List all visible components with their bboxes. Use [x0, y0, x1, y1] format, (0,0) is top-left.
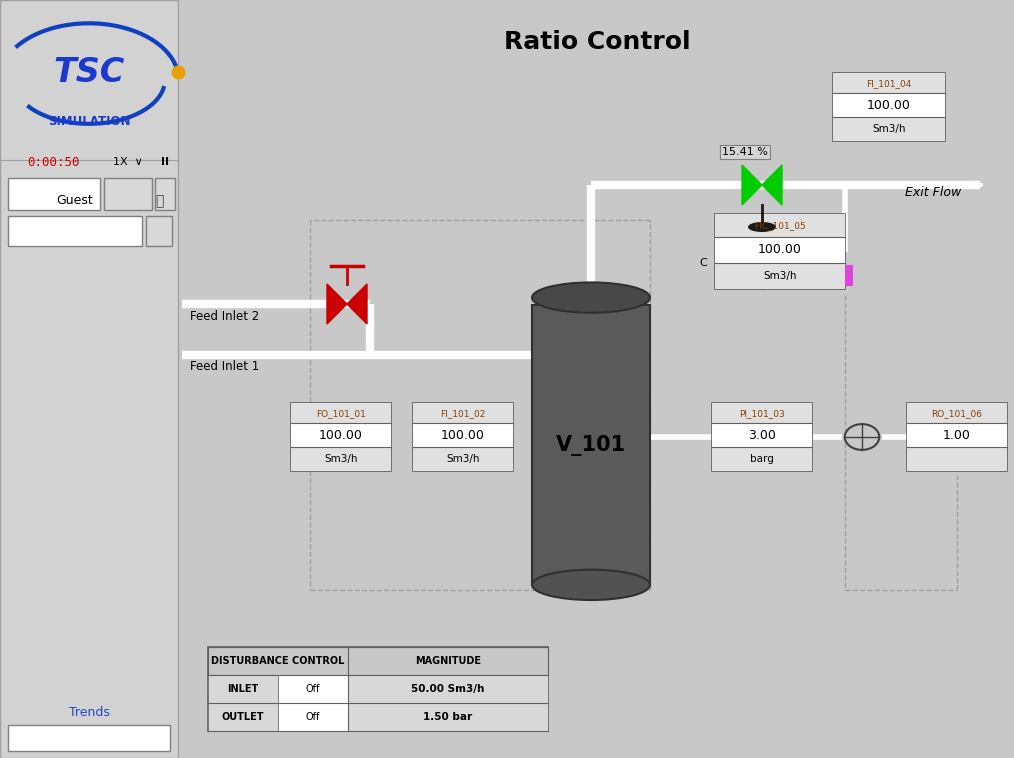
- FancyBboxPatch shape: [907, 447, 1007, 471]
- Ellipse shape: [748, 222, 776, 232]
- Text: Feed Inlet 2: Feed Inlet 2: [190, 310, 260, 323]
- FancyBboxPatch shape: [907, 403, 1007, 471]
- Text: Trends: Trends: [69, 706, 110, 719]
- Polygon shape: [742, 165, 762, 205]
- FancyBboxPatch shape: [845, 265, 853, 287]
- FancyBboxPatch shape: [413, 447, 513, 471]
- Text: OUTLET: OUTLET: [222, 712, 265, 722]
- FancyBboxPatch shape: [348, 675, 548, 703]
- Ellipse shape: [532, 283, 650, 313]
- FancyBboxPatch shape: [532, 305, 650, 585]
- Text: Guest: Guest: [57, 195, 93, 208]
- FancyBboxPatch shape: [8, 178, 100, 210]
- Text: 3.00: 3.00: [748, 429, 776, 442]
- FancyBboxPatch shape: [413, 403, 513, 471]
- FancyBboxPatch shape: [8, 725, 170, 751]
- Text: II: II: [161, 157, 169, 167]
- Text: DISTURBANCE CONTROL: DISTURBANCE CONTROL: [211, 656, 345, 666]
- Text: 0:00:50: 0:00:50: [27, 155, 80, 168]
- Text: 1.50 bar: 1.50 bar: [424, 712, 473, 722]
- Text: Sm3/h: Sm3/h: [764, 271, 797, 281]
- FancyBboxPatch shape: [155, 178, 175, 210]
- FancyBboxPatch shape: [278, 675, 348, 703]
- Text: 100.00: 100.00: [758, 243, 802, 256]
- Text: 100.00: 100.00: [319, 429, 363, 442]
- Text: SIMULATION: SIMULATION: [48, 115, 130, 128]
- FancyBboxPatch shape: [907, 403, 1007, 424]
- Text: C: C: [699, 258, 707, 268]
- Text: 100.00: 100.00: [441, 429, 485, 442]
- Text: 1X  ∨: 1X ∨: [114, 157, 143, 167]
- Polygon shape: [347, 284, 367, 324]
- Text: Off: Off: [306, 712, 320, 722]
- FancyBboxPatch shape: [712, 447, 812, 471]
- Polygon shape: [327, 284, 347, 324]
- Text: Ratio Control: Ratio Control: [504, 30, 691, 54]
- Text: FIC_101_05: FIC_101_05: [754, 221, 806, 230]
- FancyBboxPatch shape: [278, 703, 348, 731]
- Text: Sm3/h: Sm3/h: [324, 454, 358, 464]
- FancyBboxPatch shape: [291, 447, 391, 471]
- FancyBboxPatch shape: [832, 117, 945, 141]
- Text: 50.00 Sm3/h: 50.00 Sm3/h: [412, 684, 485, 694]
- FancyBboxPatch shape: [208, 675, 348, 703]
- FancyBboxPatch shape: [0, 0, 178, 758]
- Text: 15.41 %: 15.41 %: [722, 147, 768, 157]
- Polygon shape: [762, 165, 782, 205]
- Text: FO_101_01: FO_101_01: [316, 409, 366, 418]
- Text: FI_101_04: FI_101_04: [866, 79, 912, 88]
- Text: TSC: TSC: [54, 56, 125, 89]
- Text: Feed Inlet 1: Feed Inlet 1: [190, 360, 260, 373]
- FancyBboxPatch shape: [291, 424, 391, 447]
- Ellipse shape: [532, 570, 650, 600]
- Text: Sm3/h: Sm3/h: [446, 454, 480, 464]
- FancyBboxPatch shape: [907, 424, 1007, 447]
- Text: barg: barg: [750, 454, 774, 464]
- FancyBboxPatch shape: [413, 424, 513, 447]
- Text: 100.00: 100.00: [867, 99, 911, 111]
- FancyBboxPatch shape: [8, 216, 142, 246]
- Text: 1.00: 1.00: [943, 429, 971, 442]
- FancyBboxPatch shape: [208, 703, 348, 731]
- Text: FI_101_02: FI_101_02: [440, 409, 486, 418]
- FancyBboxPatch shape: [348, 703, 548, 731]
- Text: ⚿: ⚿: [155, 194, 163, 208]
- Text: MAGNITUDE: MAGNITUDE: [415, 656, 481, 666]
- Text: Exit Flow: Exit Flow: [906, 186, 961, 199]
- Text: Off: Off: [306, 684, 320, 694]
- Text: V_101: V_101: [556, 434, 626, 456]
- FancyBboxPatch shape: [208, 647, 548, 675]
- FancyBboxPatch shape: [832, 73, 945, 93]
- Text: Sm3/h: Sm3/h: [872, 124, 906, 134]
- FancyBboxPatch shape: [715, 214, 845, 289]
- FancyBboxPatch shape: [715, 214, 845, 236]
- Text: PI_101_03: PI_101_03: [739, 409, 785, 418]
- FancyBboxPatch shape: [712, 403, 812, 471]
- FancyBboxPatch shape: [832, 73, 945, 141]
- Text: INLET: INLET: [227, 684, 259, 694]
- FancyBboxPatch shape: [712, 403, 812, 424]
- FancyBboxPatch shape: [715, 263, 845, 289]
- Text: RO_101_06: RO_101_06: [932, 409, 983, 418]
- FancyBboxPatch shape: [715, 236, 845, 263]
- FancyBboxPatch shape: [208, 647, 548, 731]
- FancyBboxPatch shape: [413, 403, 513, 424]
- FancyBboxPatch shape: [712, 424, 812, 447]
- FancyBboxPatch shape: [146, 216, 172, 246]
- FancyBboxPatch shape: [832, 93, 945, 117]
- FancyBboxPatch shape: [104, 178, 152, 210]
- FancyBboxPatch shape: [291, 403, 391, 471]
- FancyBboxPatch shape: [291, 403, 391, 424]
